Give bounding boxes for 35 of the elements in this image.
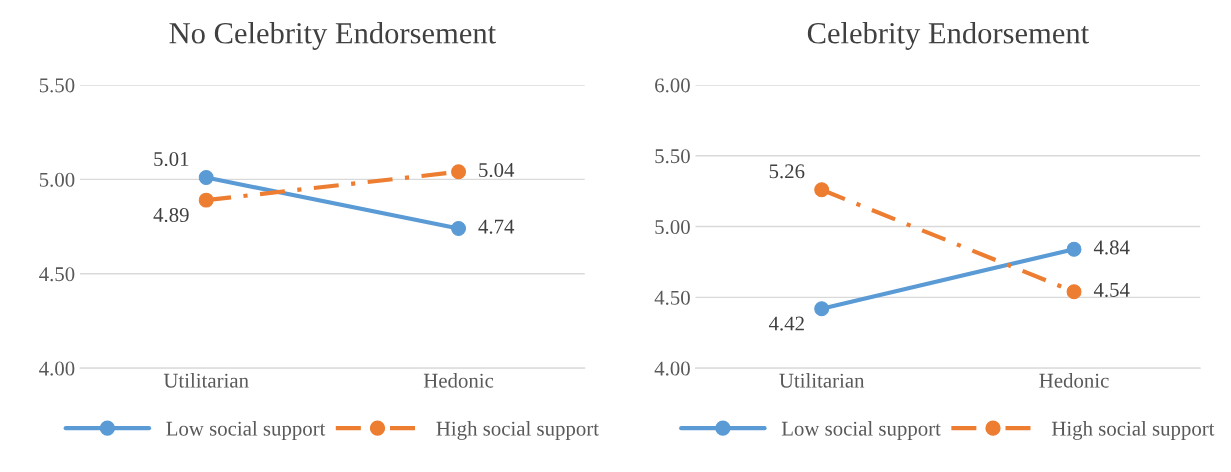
- legend-label: Low social support: [781, 421, 941, 440]
- y-tick-label: 6.00: [655, 78, 690, 93]
- point: [1066, 284, 1082, 300]
- point: [451, 220, 467, 236]
- x-tick-label: Hedonic: [1039, 373, 1109, 388]
- point: [198, 192, 214, 208]
- point: [814, 182, 830, 198]
- point: [451, 164, 467, 180]
- legend-label: High social support: [436, 421, 599, 440]
- point: [814, 301, 830, 317]
- data-label: 5.04: [479, 162, 515, 178]
- y-tick-label: 4.50: [39, 267, 75, 282]
- data-label: 4.89: [153, 207, 189, 223]
- data-label: 4.74: [478, 219, 515, 234]
- point: [198, 170, 214, 185]
- data-label: 4.84: [1093, 240, 1130, 255]
- y-tick-label: 5.00: [39, 172, 75, 187]
- data-label: 5.01: [154, 151, 189, 167]
- x-tick-label: Utilitarian: [779, 373, 865, 388]
- chart-title: No Celebrity Endorsement: [169, 22, 496, 50]
- point: [1066, 241, 1082, 257]
- data-label: 4.54: [1093, 282, 1130, 297]
- x-tick-label: Hedonic: [423, 373, 494, 388]
- legend-label: Low social support: [166, 421, 326, 440]
- x-tick-label: Utilitarian: [163, 373, 249, 388]
- y-tick-label: 5.00: [655, 219, 690, 235]
- legend-label: High social support: [1051, 421, 1215, 440]
- y-tick-label: 5.50: [655, 149, 690, 164]
- y-tick-label: 4.50: [654, 290, 690, 305]
- data-label: 5.26: [769, 164, 805, 179]
- y-tick-label: 5.50: [39, 78, 75, 93]
- data-label: 4.42: [768, 316, 804, 331]
- y-tick-label: 4.00: [654, 361, 690, 376]
- chart-title: Celebrity Endorsement: [807, 22, 1089, 50]
- y-tick-label: 4.00: [39, 361, 75, 376]
